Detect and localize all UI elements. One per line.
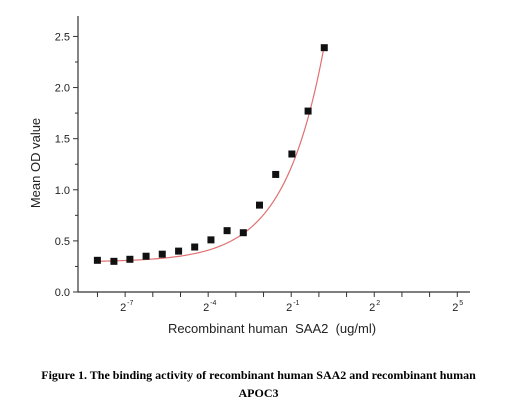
y-axis-title: Mean OD value: [28, 118, 43, 208]
fit-curve: [95, 44, 326, 262]
caption-line-2: APOC3: [238, 386, 279, 400]
data-point: [126, 255, 134, 263]
y-axis-ticks: 0.0 0.5 1.0 1.5 2.0 2.5: [55, 31, 78, 299]
data-point: [288, 150, 296, 158]
data-point: [158, 250, 166, 258]
plot-area: 0.00.51.01.52.02.5 2 -7 2 -4 2 -1 2 2 2 5: [55, 16, 470, 314]
data-point: [255, 201, 263, 209]
x-tick-label-exponent: 5: [459, 300, 463, 307]
data-point: [142, 252, 150, 260]
data-point: [239, 229, 247, 237]
x-tick-label-exponent: -4: [210, 300, 216, 307]
x-axis-ticks: 2 -7 2 -4 2 -1 2 2 2 5: [96, 292, 463, 314]
x-tick-label: 2: [120, 302, 126, 314]
y-tick-label: 2.5: [55, 31, 70, 43]
y-tick-label: 1.5: [55, 134, 70, 146]
y-tick-label: 0.0: [55, 287, 70, 299]
data-point: [207, 236, 215, 244]
figure-caption: Figure 1. The binding activity of recomb…: [0, 366, 517, 402]
y-tick-label: 0.5: [55, 236, 70, 248]
x-axis-title: Recombinant human SAA2 (ug/ml): [168, 321, 376, 336]
caption-line-1: Figure 1. The binding activity of recomb…: [41, 368, 476, 382]
y-tick-label: 2.0: [55, 83, 70, 95]
data-point: [175, 247, 183, 255]
data-point: [272, 170, 280, 178]
x-tick-label-exponent: -1: [293, 300, 299, 307]
data-points: [93, 44, 328, 265]
data-point: [191, 243, 199, 251]
x-tick-label: 2: [452, 302, 458, 314]
data-point: [320, 44, 328, 52]
x-tick-label: 2: [203, 302, 209, 314]
y-tick-label: 1.0: [55, 185, 70, 197]
data-point: [110, 257, 118, 265]
data-point: [223, 227, 231, 235]
x-tick-label-exponent: 2: [376, 300, 380, 307]
x-tick-label: 2: [286, 302, 292, 314]
data-point: [304, 107, 312, 115]
chart: 0.00.51.01.52.02.5 2 -7 2 -4 2 -1 2 2 2 5 Mean OD…: [28, 16, 470, 336]
x-tick-label-exponent: -7: [127, 300, 133, 307]
data-point: [93, 256, 101, 264]
x-tick-label: 2: [369, 302, 375, 314]
